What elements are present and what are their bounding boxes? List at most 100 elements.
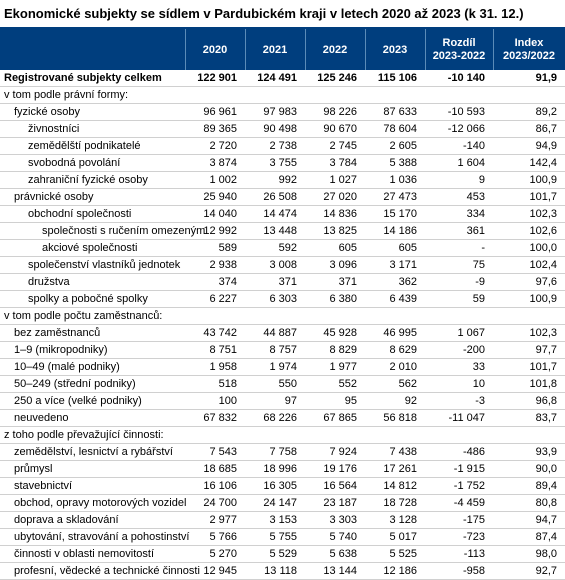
cell: 43 742	[185, 325, 245, 342]
cell: 89 365	[185, 121, 245, 138]
row-label: zemědělští podnikatelé	[0, 138, 185, 155]
cell: 16 564	[305, 478, 365, 495]
cell: -200	[425, 342, 493, 359]
cell: 94,7	[493, 512, 565, 529]
cell: 5 270	[185, 546, 245, 563]
row-label: zemědělství, lesnictví a rybářství	[0, 444, 185, 461]
cell: 3 153	[245, 512, 305, 529]
cell: 91,9	[493, 70, 565, 87]
table-row: stavebnictví16 10616 30516 56414 812-1 7…	[0, 478, 565, 495]
cell: 24 147	[245, 495, 305, 512]
cell: 102,6	[493, 223, 565, 240]
cell: 1 604	[425, 155, 493, 172]
cell: 1 002	[185, 172, 245, 189]
cell: 18 996	[245, 461, 305, 478]
cell: 90 498	[245, 121, 305, 138]
row-label: spolky a pobočné spolky	[0, 291, 185, 308]
cell: 550	[245, 376, 305, 393]
cell	[305, 308, 365, 325]
cell: 3 008	[245, 257, 305, 274]
cell: 589	[185, 240, 245, 257]
cell: 13 144	[305, 563, 365, 580]
cell: -12 066	[425, 121, 493, 138]
cell: 334	[425, 206, 493, 223]
cell: 87,4	[493, 529, 565, 546]
row-label: v tom podle počtu zaměstnanců:	[0, 308, 185, 325]
cell: 2 605	[365, 138, 425, 155]
cell: 98 226	[305, 104, 365, 121]
cell: 102,3	[493, 325, 565, 342]
cell: 605	[305, 240, 365, 257]
row-label: 1–9 (mikropodniky)	[0, 342, 185, 359]
cell: 3 128	[365, 512, 425, 529]
row-label: zahraniční fyzické osoby	[0, 172, 185, 189]
cell	[185, 308, 245, 325]
cell: 1 036	[365, 172, 425, 189]
cell	[365, 87, 425, 104]
table-row: obchod, opravy motorových vozidel24 7002…	[0, 495, 565, 512]
col-2022: 2022	[305, 29, 365, 70]
table-row: spolky a pobočné spolky6 2276 3036 3806 …	[0, 291, 565, 308]
cell: 86,7	[493, 121, 565, 138]
table-row: 1–9 (mikropodniky)8 7518 7578 8298 629-2…	[0, 342, 565, 359]
cell: 8 829	[305, 342, 365, 359]
cell	[365, 427, 425, 444]
cell: 374	[185, 274, 245, 291]
row-label: Registrované subjekty celkem	[0, 70, 185, 87]
table-row: 50–249 (střední podniky)5185505525621010…	[0, 376, 565, 393]
cell: 5 525	[365, 546, 425, 563]
cell	[425, 87, 493, 104]
cell: 3 784	[305, 155, 365, 172]
cell: 10	[425, 376, 493, 393]
cell: -3	[425, 393, 493, 410]
cell: 23 187	[305, 495, 365, 512]
col-diff: Rozdíl2023-2022	[425, 29, 493, 70]
cell: 87 633	[365, 104, 425, 121]
cell: 371	[305, 274, 365, 291]
col-blank	[0, 29, 185, 70]
cell: -10 140	[425, 70, 493, 87]
cell: 5 388	[365, 155, 425, 172]
cell: 7 438	[365, 444, 425, 461]
cell: 24 700	[185, 495, 245, 512]
table-row: neuvedeno67 83268 22667 86556 818-11 047…	[0, 410, 565, 427]
cell: 56 818	[365, 410, 425, 427]
cell: 361	[425, 223, 493, 240]
col-2023: 2023	[365, 29, 425, 70]
cell: 18 728	[365, 495, 425, 512]
cell	[245, 308, 305, 325]
table-row: z toho podle převažující činnosti:	[0, 427, 565, 444]
cell: 14 186	[365, 223, 425, 240]
cell: 27 473	[365, 189, 425, 206]
cell: 552	[305, 376, 365, 393]
cell: 100	[185, 393, 245, 410]
cell: 6 380	[305, 291, 365, 308]
table-row: právnické osoby25 94026 50827 02027 4734…	[0, 189, 565, 206]
cell: 3 874	[185, 155, 245, 172]
cell	[185, 87, 245, 104]
cell: 13 825	[305, 223, 365, 240]
row-label: ubytování, stravování a pohostinství	[0, 529, 185, 546]
cell: 67 865	[305, 410, 365, 427]
cell: -4 459	[425, 495, 493, 512]
cell: 2 977	[185, 512, 245, 529]
cell: 6 439	[365, 291, 425, 308]
cell: -113	[425, 546, 493, 563]
cell: -1 915	[425, 461, 493, 478]
cell: 124 491	[245, 70, 305, 87]
cell: 142,4	[493, 155, 565, 172]
row-label: živnostníci	[0, 121, 185, 138]
row-label: profesní, vědecké a technické činnosti	[0, 563, 185, 580]
cell: 6 227	[185, 291, 245, 308]
row-label: činnosti v oblasti nemovitostí	[0, 546, 185, 563]
cell: 6 303	[245, 291, 305, 308]
row-label: družstva	[0, 274, 185, 291]
cell: 16 106	[185, 478, 245, 495]
cell: 8 757	[245, 342, 305, 359]
cell	[305, 87, 365, 104]
cell: -10 593	[425, 104, 493, 121]
cell	[493, 87, 565, 104]
cell: 98,0	[493, 546, 565, 563]
cell: 5 529	[245, 546, 305, 563]
cell: 33	[425, 359, 493, 376]
